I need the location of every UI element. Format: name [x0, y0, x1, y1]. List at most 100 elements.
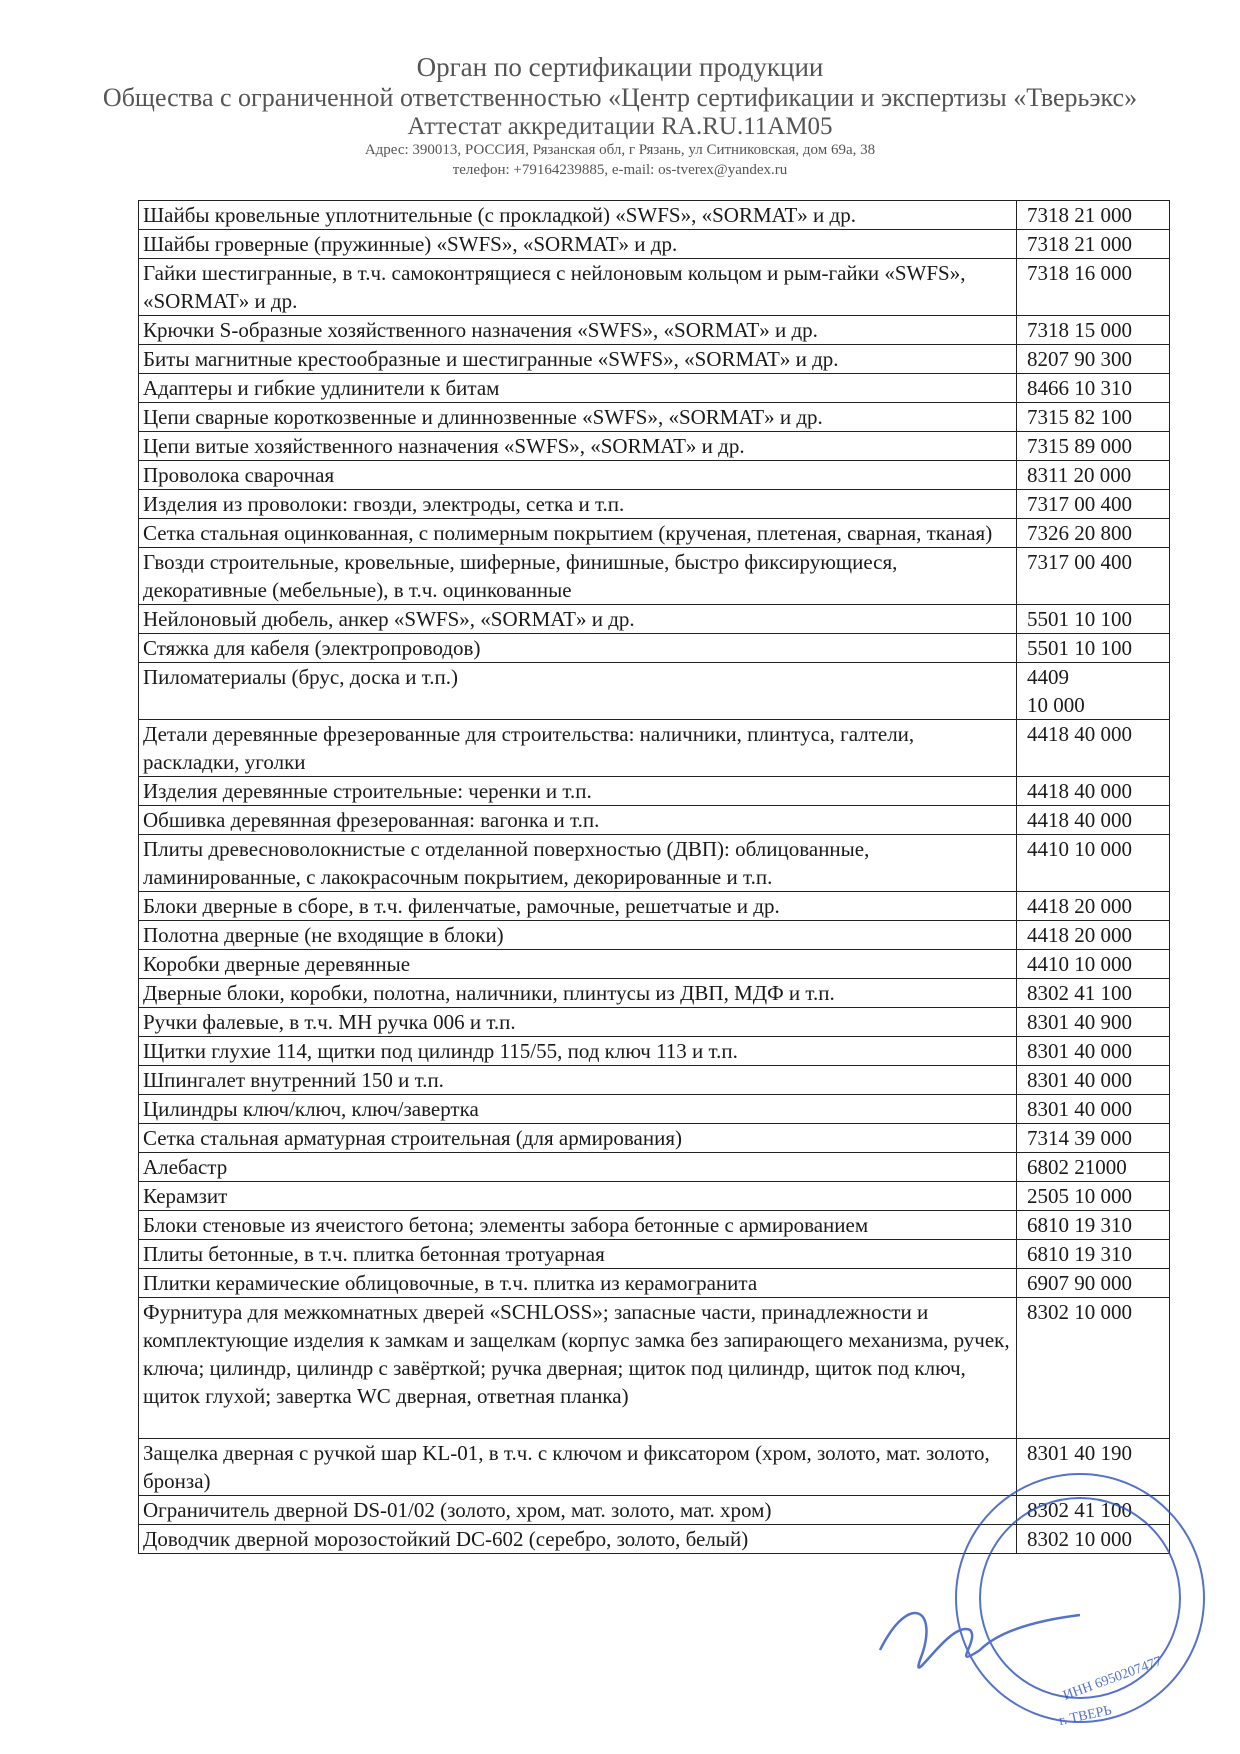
table-row: Гвозди строительные, кровельные, шиферны…	[138, 547, 1170, 605]
contacts: телефон: +79164239885, e-mail: os-tverex…	[452, 162, 788, 178]
stamp-inn: ИНН 6950207477	[1061, 1654, 1164, 1704]
hs-code: 6810 19 310	[1016, 1239, 1170, 1269]
product-name: Коробки дверные деревянные	[138, 949, 1017, 979]
table-row: Плиты древесноволокнистые с отделанной п…	[138, 834, 1170, 892]
product-name: Цилиндры ключ/ключ, ключ/завертка	[138, 1094, 1017, 1124]
hs-code: 8302 10 000	[1016, 1297, 1170, 1439]
hs-code: 8466 10 310	[1016, 373, 1170, 403]
product-name: Плитки керамические облицовочные, в т.ч.…	[138, 1268, 1017, 1298]
hs-code: 4418 40 000	[1016, 776, 1170, 806]
hs-code: 8301 40 000	[1016, 1036, 1170, 1066]
product-name: Изделия из проволоки: гвозди, электроды,…	[138, 489, 1017, 519]
table-row: Изделия из проволоки: гвозди, электроды,…	[138, 489, 1170, 519]
table-row: Доводчик дверной морозостойкий DC-602 (с…	[138, 1524, 1170, 1554]
hs-code: 8207 90 300	[1016, 344, 1170, 374]
hs-code: 7318 15 000	[1016, 315, 1170, 345]
product-name: Сетка стальная оцинкованная, с полимерны…	[138, 518, 1017, 548]
product-name: Алебастр	[138, 1152, 1017, 1182]
product-name: Цепи витые хозяйственного назначения «SW…	[138, 431, 1017, 461]
table-row: Сетка стальная оцинкованная, с полимерны…	[138, 518, 1170, 548]
hs-code: 7317 00 400	[1016, 489, 1170, 519]
hs-code: 8301 40 000	[1016, 1065, 1170, 1095]
table-row: Шайбы кровельные уплотнительные (с прокл…	[138, 200, 1170, 230]
products-table: Шайбы кровельные уплотнительные (с прокл…	[138, 200, 1170, 1554]
product-name: Щитки глухие 114, щитки под цилиндр 115/…	[138, 1036, 1017, 1066]
product-name: Стяжка для кабеля (электропроводов)	[138, 633, 1017, 663]
table-row: Биты магнитные крестообразные и шестигра…	[138, 344, 1170, 374]
table-row: Плиты бетонные, в т.ч. плитка бетонная т…	[138, 1239, 1170, 1269]
table-row: Алебастр 6802 21000	[138, 1152, 1170, 1182]
hs-code: 7326 20 800	[1016, 518, 1170, 548]
hs-code: 4418 20 000	[1016, 891, 1170, 921]
product-name: Проволока сварочная	[138, 460, 1017, 490]
hs-code: 8311 20 000	[1016, 460, 1170, 490]
table-row: Проволока сварочная 8311 20 000	[138, 460, 1170, 490]
product-name: Гвозди строительные, кровельные, шиферны…	[138, 547, 1017, 605]
table-row: Пиломатериалы (брус, доска и т.п.) 4409 1…	[138, 662, 1170, 720]
product-name: Плиты бетонные, в т.ч. плитка бетонная т…	[138, 1239, 1017, 1269]
hs-code: 7317 00 400	[1016, 547, 1170, 605]
product-name: Плиты древесноволокнистые с отделанной п…	[138, 834, 1017, 892]
product-name: Цепи сварные короткозвенные и длиннозвен…	[138, 402, 1017, 432]
product-name: Нейлоновый дюбель, анкер «SWFS», «SORMAT…	[138, 604, 1017, 634]
product-name: Ограничитель дверной DS-01/02 (золото, х…	[138, 1495, 1017, 1525]
product-name: Защелка дверная с ручкой шар KL-01, в т.…	[138, 1438, 1017, 1496]
hs-code: 4410 10 000	[1016, 949, 1170, 979]
product-name: Полотна дверные (не входящие в блоки)	[138, 920, 1017, 950]
hs-code: 5501 10 100	[1016, 633, 1170, 663]
company-name: Общества с ограниченной ответственностью…	[102, 83, 1138, 112]
table-row: Адаптеры и гибкие удлинители к битам 8466…	[138, 373, 1170, 403]
product-name: Изделия деревянные строительные: черенки…	[138, 776, 1017, 806]
hs-code: 4418 40 000	[1016, 805, 1170, 835]
table-row: Щитки глухие 114, щитки под цилиндр 115/…	[138, 1036, 1170, 1066]
stamp-city: г. ТВЕРЬ	[1058, 1703, 1113, 1729]
hs-code: 6810 19 310	[1016, 1210, 1170, 1240]
hs-code: 8301 40 190	[1016, 1438, 1170, 1496]
hs-code: 8302 10 000	[1016, 1524, 1170, 1554]
product-name: Ручки фалевые, в т.ч. МН ручка 006 и т.п…	[138, 1007, 1017, 1037]
hs-code: 5501 10 100	[1016, 604, 1170, 634]
product-name: Крючки S-образные хозяйственного назначе…	[138, 315, 1017, 345]
table-row: Гайки шестигранные, в т.ч. самоконтрящие…	[138, 258, 1170, 316]
product-name: Дверные блоки, коробки, полотна, налични…	[138, 978, 1017, 1008]
hs-code: 8301 40 900	[1016, 1007, 1170, 1037]
table-row: Фурнитура для межкомнатных дверей «SCHLO…	[138, 1297, 1170, 1439]
product-name: Сетка стальная арматурная строительная (…	[138, 1123, 1017, 1153]
hs-code: 4410 10 000	[1016, 834, 1170, 892]
table-row: Блоки стеновые из ячеистого бетона; элем…	[138, 1210, 1170, 1240]
product-name: Блоки стеновые из ячеистого бетона; элем…	[138, 1210, 1017, 1240]
table-row: Полотна дверные (не входящие в блоки) 441…	[138, 920, 1170, 950]
product-name: Пиломатериалы (брус, доска и т.п.)	[138, 662, 1017, 720]
hs-code: 8302 41 100	[1016, 978, 1170, 1008]
table-row: Блоки дверные в сборе, в т.ч. филенчатые…	[138, 891, 1170, 921]
hs-code: 8302 41 100	[1016, 1495, 1170, 1525]
table-row: Керамзит 2505 10 000	[138, 1181, 1170, 1211]
product-name: Обшивка деревянная фрезерованная: вагонк…	[138, 805, 1017, 835]
accreditation: Аттестат аккредитации RA.RU.11АМ05	[407, 113, 833, 140]
product-name: Адаптеры и гибкие удлинители к битам	[138, 373, 1017, 403]
table-row: Цепи витые хозяйственного назначения «SW…	[138, 431, 1170, 461]
table-row: Изделия деревянные строительные: черенки…	[138, 776, 1170, 806]
table-row: Стяжка для кабеля (электропроводов) 5501 …	[138, 633, 1170, 663]
product-name: Шпингалет внутренний 150 и т.п.	[138, 1065, 1017, 1095]
hs-code: 6802 21000	[1016, 1152, 1170, 1182]
table-row: Сетка стальная арматурная строительная (…	[138, 1123, 1170, 1153]
hs-code: 2505 10 000	[1016, 1181, 1170, 1211]
product-name: Биты магнитные крестообразные и шестигра…	[138, 344, 1017, 374]
table-row: Цилиндры ключ/ключ, ключ/завертка 8301 40…	[138, 1094, 1170, 1124]
hs-code: 8301 40 000	[1016, 1094, 1170, 1124]
product-name: Шайбы кровельные уплотнительные (с прокл…	[138, 200, 1017, 230]
product-name: Гайки шестигранные, в т.ч. самоконтрящие…	[138, 258, 1017, 316]
table-row: Детали деревянные фрезерованные для стро…	[138, 719, 1170, 777]
table-row: Шпингалет внутренний 150 и т.п. 8301 40 0…	[138, 1065, 1170, 1095]
table-row: Шайбы гроверные (пружинные) «SWFS», «SOR…	[138, 229, 1170, 259]
table-row: Нейлоновый дюбель, анкер «SWFS», «SORMAT…	[138, 604, 1170, 634]
hs-code: 7315 82 100	[1016, 402, 1170, 432]
product-name: Шайбы гроверные (пружинные) «SWFS», «SOR…	[138, 229, 1017, 259]
table-row: Плитки керамические облицовочные, в т.ч.…	[138, 1268, 1170, 1298]
table-row: Цепи сварные короткозвенные и длиннозвен…	[138, 402, 1170, 432]
table-row: Ручки фалевые, в т.ч. МН ручка 006 и т.п…	[138, 1007, 1170, 1037]
table-row: Коробки дверные деревянные 4410 10 000	[138, 949, 1170, 979]
product-name: Фурнитура для межкомнатных дверей «SCHLO…	[138, 1297, 1017, 1439]
